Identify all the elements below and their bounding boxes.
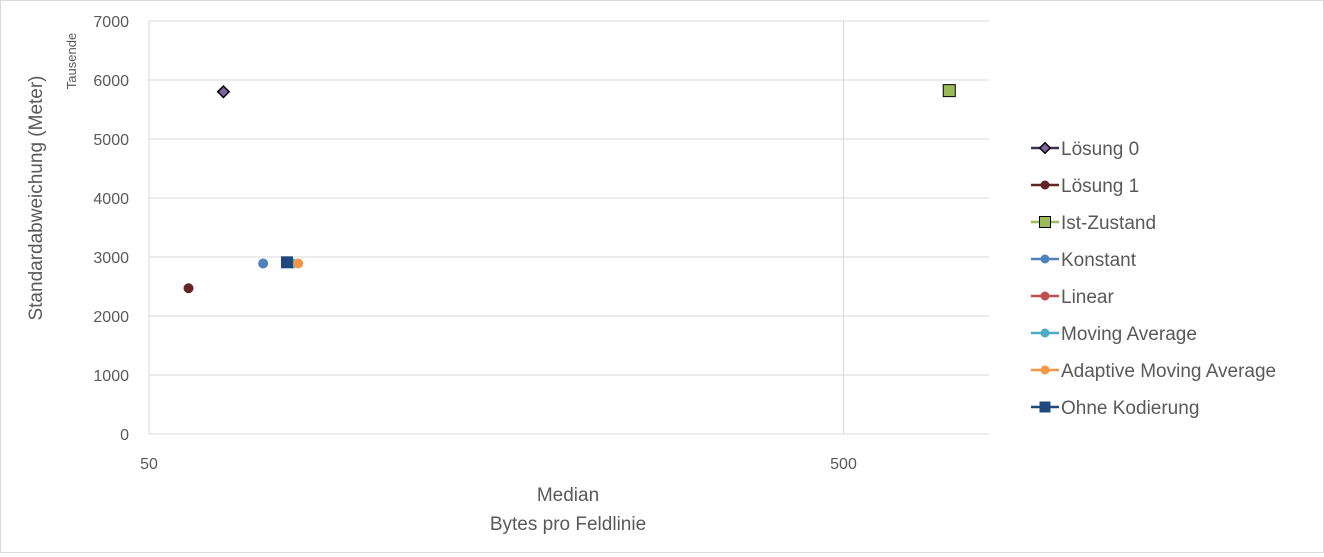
y-axis-label: Standardabweichung (Meter) [26, 75, 47, 320]
legend-marker [1040, 180, 1050, 190]
data-point [216, 85, 231, 99]
legend-label: Linear [1061, 287, 1114, 308]
axes [148, 21, 989, 435]
x-axis-sublabel: Bytes pro Feldlinie [490, 514, 646, 535]
y-tick-label: 4000 [93, 191, 129, 208]
y-tick-labels: 0 1000 2000 3000 4000 5000 6000 7000 [93, 14, 129, 444]
legend-marker [1039, 216, 1051, 228]
legend-marker [1038, 141, 1052, 155]
legend-label: Lösung 0 [1061, 139, 1139, 160]
legend-marker [1040, 365, 1050, 375]
y-tick-label: 7000 [93, 14, 129, 31]
legend: Lösung 0 Lösung 1 Ist-Zustand Konstant Linea… [1031, 139, 1276, 419]
data-point [942, 84, 956, 98]
data-points [183, 84, 956, 294]
legend-label: Ist-Zustand [1061, 213, 1156, 234]
legend-marker [1040, 291, 1050, 301]
x-tick-label: 500 [830, 456, 857, 473]
gridlines [149, 20, 989, 434]
y-tick-label: 1000 [93, 368, 129, 385]
x-tick-label: 50 [140, 456, 158, 473]
legend-marker [1040, 328, 1050, 338]
legend-label: Ohne Kodierung [1061, 398, 1199, 419]
y-tick-label: 3000 [93, 250, 129, 267]
legend-label: Moving Average [1061, 324, 1197, 345]
legend-marker [1039, 401, 1051, 413]
legend-label: Lösung 1 [1061, 176, 1139, 197]
legend-label: Adaptive Moving Average [1061, 361, 1276, 382]
data-point [280, 256, 293, 269]
y-unit-label: Tausende [64, 33, 79, 89]
x-axis-label: Median [537, 485, 599, 506]
data-point [258, 258, 269, 269]
legend-label: Konstant [1061, 250, 1137, 271]
x-tick-labels: 50 500 [140, 456, 857, 473]
data-point [293, 258, 304, 269]
data-point [183, 283, 194, 294]
y-tick-label: 6000 [93, 73, 129, 90]
y-tick-label: 0 [120, 427, 129, 444]
legend-marker [1040, 254, 1050, 264]
y-tick-label: 5000 [93, 132, 129, 149]
y-tick-label: 2000 [93, 309, 129, 326]
